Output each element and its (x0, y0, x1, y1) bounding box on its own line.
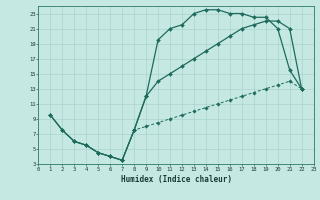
X-axis label: Humidex (Indice chaleur): Humidex (Indice chaleur) (121, 175, 231, 184)
